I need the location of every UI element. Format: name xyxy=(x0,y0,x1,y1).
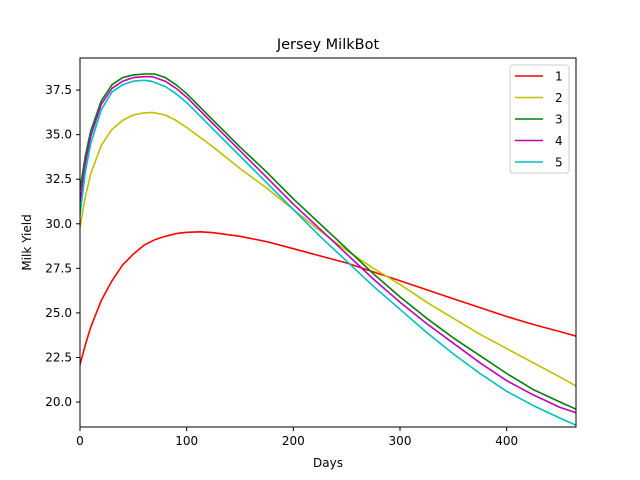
legend-label-2: 2 xyxy=(555,91,563,105)
x-tick-label: 300 xyxy=(389,434,412,448)
chart-title: Jersey MilkBot xyxy=(276,37,380,53)
series-line-1 xyxy=(80,231,576,366)
y-tick-label: 25.0 xyxy=(45,306,72,320)
y-axis-ticks: 20.0 22.5 25.0 27.5 30.0 32.5 35.0 37.5 xyxy=(45,83,80,409)
y-tick-label: 22.5 xyxy=(45,350,72,364)
y-tick-label: 20.0 xyxy=(45,395,72,409)
plot-frame xyxy=(79,57,577,428)
series-line-3 xyxy=(80,73,576,411)
x-tick-label: 400 xyxy=(495,434,518,448)
x-tick-label: 100 xyxy=(175,434,198,448)
series-layer xyxy=(80,73,576,427)
series-line-5 xyxy=(80,79,576,427)
x-tick-label: 0 xyxy=(76,434,84,448)
y-tick-label: 27.5 xyxy=(45,261,72,275)
series-line-2 xyxy=(80,111,576,387)
y-tick-label: 35.0 xyxy=(45,128,72,142)
legend: 1 2 3 4 5 xyxy=(509,64,570,174)
x-axis-ticks: 0 100 200 300 400 xyxy=(76,427,518,448)
legend-label-4: 4 xyxy=(555,134,563,148)
legend-label-3: 3 xyxy=(555,113,563,127)
y-tick-label: 37.5 xyxy=(45,83,72,97)
legend-label-1: 1 xyxy=(555,70,563,84)
y-tick-label: 30.0 xyxy=(45,217,72,231)
x-axis-title: Days xyxy=(313,456,343,470)
series-line-4 xyxy=(80,75,576,414)
legend-label-5: 5 xyxy=(555,156,563,170)
x-tick-label: 200 xyxy=(282,434,305,448)
y-tick-label: 32.5 xyxy=(45,172,72,186)
plot-area xyxy=(79,57,577,428)
y-axis-title: Milk Yield xyxy=(20,214,34,270)
